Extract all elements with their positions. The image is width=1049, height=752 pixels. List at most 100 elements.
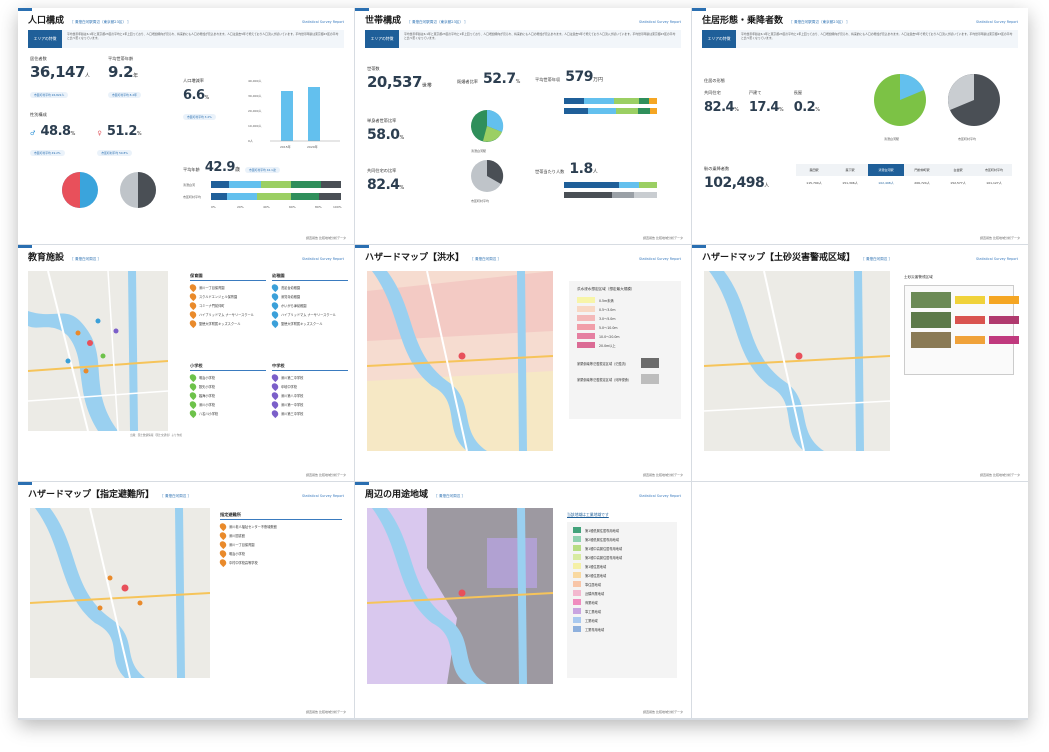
legend-label: 家屋倒壊等氾濫想定区域（氾濫流） xyxy=(577,361,628,366)
list-item[interactable]: 深川第一中学校 xyxy=(270,399,348,410)
page-footer: 調査報告 比較地域分析データ xyxy=(980,236,1020,240)
pin-icon xyxy=(270,381,280,392)
list-item[interactable]: 聖徳大学附属キッズスクール xyxy=(188,318,266,329)
list-item[interactable]: 臨海小学校 xyxy=(188,390,266,401)
pin-icon xyxy=(218,557,228,568)
legend-photo xyxy=(911,332,951,348)
list-item[interactable]: 数矢小学校 xyxy=(188,381,266,392)
household-age-label: 平均世帯年齢 xyxy=(108,56,134,61)
legend-photo xyxy=(911,312,951,328)
page-footer: 調査報告 比較地域分析データ xyxy=(643,473,683,477)
poi-name: 洗足台幼稚園 xyxy=(281,286,301,290)
page-title: 教育施設 xyxy=(28,253,65,263)
education-map[interactable] xyxy=(28,271,168,431)
report-label: Statistical Survey Report xyxy=(302,20,344,24)
list-item[interactable]: かいがら津幼稚園 xyxy=(270,300,348,311)
legend-swatch xyxy=(573,608,581,614)
area-feature-box: エリアの特徴 平均世帯年齢は6.1年と東京都23区の平均と1年上回っており、人口… xyxy=(28,30,344,48)
landslide-map[interactable] xyxy=(704,271,890,451)
page-shelters[interactable]: ハザードマップ【指定避難所】 ［ 清澄白河周辺 ］ Statistical Su… xyxy=(18,482,354,718)
page-title: ハザードマップ【洪水】 xyxy=(365,253,465,263)
list-item[interactable]: 深川老人福祉センター不夜城敷館 xyxy=(218,521,342,532)
legend-swatch xyxy=(577,342,595,348)
list-item[interactable]: コミーナ門前仲町 xyxy=(188,300,266,311)
share-label: 共同住宅の比率 xyxy=(367,168,397,173)
population-value: 36,147 xyxy=(30,63,85,81)
page-subtitle: ［ 清澄白河周辺 ］ xyxy=(434,494,466,498)
poi-name: 牟岐中学校 xyxy=(281,385,297,389)
page-flood-hazard[interactable]: ハザードマップ【洪水】 ［ 清澄白河周辺 ］ Statistical Surve… xyxy=(355,245,691,481)
poi-name: 聖徳大学附属キッズスクール xyxy=(199,322,241,326)
pie-label: 清澄白河駅 xyxy=(884,136,899,141)
legend-swatch xyxy=(577,297,595,303)
station-value: 101,127人 xyxy=(986,181,1002,185)
pin-icon xyxy=(270,408,280,419)
pin-icon xyxy=(270,372,280,383)
station-value: 102,498人 xyxy=(878,181,894,185)
pin-icon xyxy=(270,399,280,410)
nursery-list: 保育園 深川一丁目保育園 スクルドエンジェル保育園 コミーナ門前仲町 ハイブリッ… xyxy=(188,273,266,329)
list-item[interactable]: 洗足台幼稚園 xyxy=(270,282,348,293)
list-item[interactable]: 深川一丁目保育園 xyxy=(188,282,266,293)
page-population[interactable]: 人口構成 ［ 清澄白河駅周辺（東京都23区） ］ Statistical Sur… xyxy=(18,8,354,244)
legend-label: 工業地域 xyxy=(585,618,598,623)
page-subtitle: ［ 清澄白河周辺 ］ xyxy=(470,257,502,261)
feature-tag: エリアの特徴 xyxy=(365,30,399,48)
list-item[interactable]: 深川一丁目保育園 xyxy=(218,539,342,550)
list-item[interactable]: 明治小学校 xyxy=(218,548,342,559)
legend-row: 第1種住居地域 xyxy=(573,563,671,569)
flood-map[interactable] xyxy=(367,271,553,451)
page-zoning[interactable]: 周辺の用途地域 ［ 清澄白河周辺 ］ Statistical Survey Re… xyxy=(355,482,691,718)
legend-swatch xyxy=(573,617,581,623)
legend-row: 工業専用地域 xyxy=(573,626,671,632)
list-item[interactable]: 明治小学校 xyxy=(188,372,266,383)
legend-swatch xyxy=(989,316,1019,324)
station-header: 森田駅 xyxy=(796,164,832,176)
male-value: 48.8 xyxy=(40,124,71,139)
list-item[interactable]: 八名川小学校 xyxy=(188,408,266,419)
population-bar-chart: 40,000人 30,000人 20,000人 10,000人 0人 2015年… xyxy=(248,79,340,149)
list-item[interactable]: 深川第八中学校 xyxy=(270,390,348,401)
station-header: 森下駅 xyxy=(832,164,868,176)
male-icon: ♂ xyxy=(30,130,36,137)
map-note: 出典：国土数値情報（国土交通省）より作成 xyxy=(130,434,182,437)
x-tick: 100% xyxy=(333,205,342,209)
households-value: 20,537 xyxy=(367,73,422,91)
legend-swatch xyxy=(577,333,595,339)
list-item[interactable]: 深川第三中学校 xyxy=(270,408,348,419)
shelter-map[interactable] xyxy=(30,508,210,678)
legend-row: 近隣商業地域 xyxy=(573,590,671,596)
legend-row: 5.0〜10.0m xyxy=(577,324,673,330)
list-item[interactable]: ハイブリッドマム ナーサリースクール xyxy=(188,309,266,320)
page-households[interactable]: 世帯構成 ［ 清澄白河駅周辺（東京都23区） ］ Statistical Sur… xyxy=(355,8,691,244)
page-title: 住居形態・乗降者数 xyxy=(702,16,784,26)
growth-value: 6.6 xyxy=(183,88,205,103)
legend-swatch xyxy=(573,572,581,578)
age-stacked-bars: 清澄白河 市区町村平均 0% 20% 40% 60% 80% 100% xyxy=(183,181,342,209)
page-landslide-hazard[interactable]: ハザードマップ【土砂災害警戒区域】 ［ 清澄白河周辺 ］ Statistical… xyxy=(692,245,1028,481)
list-item[interactable]: 深川小学校 xyxy=(188,399,266,410)
list-item[interactable]: 深川第二中学校 xyxy=(270,372,348,383)
list-item[interactable]: ハイブリッドマム ナーサリースクール xyxy=(270,309,348,320)
poi-name: ハイブリッドマム ナーサリースクール xyxy=(281,313,336,317)
list-item[interactable]: 牟岐中学校 xyxy=(270,381,348,392)
detached-value: 17.4 xyxy=(748,100,780,115)
page-title: ハザードマップ【指定避難所】 xyxy=(28,490,155,500)
legend-photo xyxy=(911,292,951,308)
legend-row: 家屋倒壊等氾濫想定区域（河岸侵食） xyxy=(577,374,673,384)
poi-name: 深川第一中学校 xyxy=(281,403,304,407)
page-education[interactable]: 教育施設 ［ 清澄白河周辺 ］ Statistical Survey Repor… xyxy=(18,245,354,481)
list-item[interactable]: スクルドエンジェル保育園 xyxy=(188,291,266,302)
list-item[interactable]: 聖徳大学附属キッズスクール xyxy=(270,318,348,329)
list-item[interactable]: 中村中学校高等学校 xyxy=(218,557,342,568)
page-housing[interactable]: 住居形態・乗降者数 ［ 清澄白河駅周辺（東京都23区） ］ Statistica… xyxy=(692,8,1028,244)
list-item[interactable]: 深覚寺幼稚園 xyxy=(270,291,348,302)
pie-label: 清澄白河駅 xyxy=(471,148,486,153)
list-item[interactable]: 深川図書館 xyxy=(218,530,342,541)
header-accent xyxy=(18,482,32,485)
page-footer: 調査報告 比較地域分析データ xyxy=(980,473,1020,477)
flood-legend: 洪水浸水想定区域（想定最大規模） 0.5m未満 0.5〜3.0m 3.0〜5.0… xyxy=(569,281,681,419)
x-tick: 60% xyxy=(289,205,296,209)
page-subtitle: ［ 清澄白河駅周辺（東京都23区） ］ xyxy=(789,20,850,24)
zoning-map[interactable] xyxy=(367,508,553,684)
